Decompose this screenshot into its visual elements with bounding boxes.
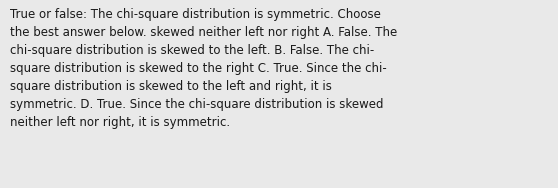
Text: True or false: The chi-square distribution is symmetric. Choose
the best answer : True or false: The chi-square distributi… xyxy=(10,8,397,129)
